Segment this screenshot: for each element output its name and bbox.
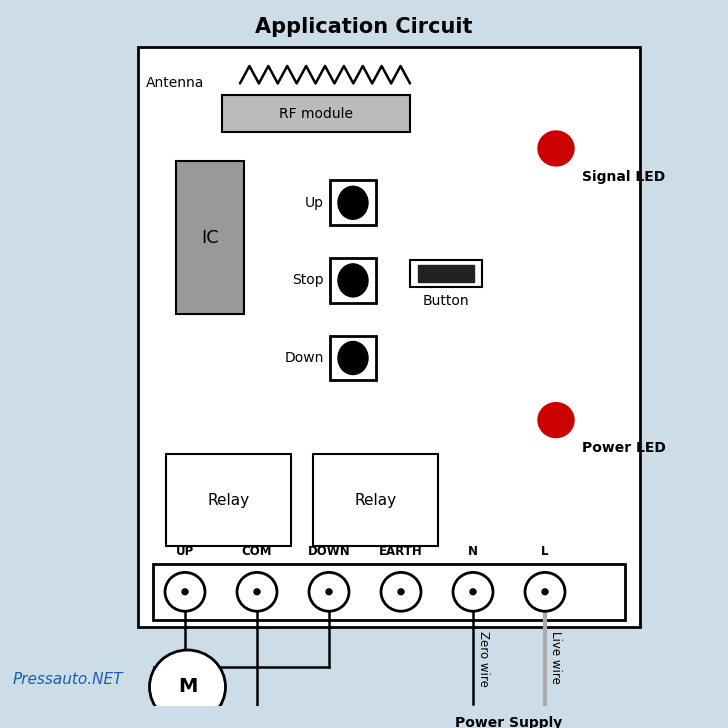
Bar bbox=[153, 563, 625, 620]
Bar bbox=[138, 47, 640, 627]
Circle shape bbox=[542, 589, 548, 595]
Ellipse shape bbox=[338, 186, 368, 219]
Text: Relay: Relay bbox=[355, 493, 397, 507]
Circle shape bbox=[525, 572, 565, 612]
Ellipse shape bbox=[338, 341, 368, 374]
Circle shape bbox=[398, 589, 404, 595]
Text: Power Supply: Power Supply bbox=[456, 716, 563, 728]
Circle shape bbox=[237, 572, 277, 612]
Text: UP: UP bbox=[176, 545, 194, 558]
Bar bbox=[330, 258, 376, 303]
Circle shape bbox=[254, 589, 260, 595]
Text: Antenna: Antenna bbox=[146, 76, 205, 90]
Text: Application Circuit: Application Circuit bbox=[256, 17, 472, 37]
Text: N: N bbox=[468, 545, 478, 558]
Bar bbox=[330, 181, 376, 225]
Circle shape bbox=[453, 572, 493, 612]
Circle shape bbox=[538, 403, 574, 438]
Text: Power LED: Power LED bbox=[582, 441, 666, 456]
Text: Down: Down bbox=[285, 351, 324, 365]
Text: DOWN: DOWN bbox=[308, 545, 350, 558]
Text: EARTH: EARTH bbox=[379, 545, 423, 558]
Ellipse shape bbox=[338, 264, 368, 297]
Text: Zero wire: Zero wire bbox=[477, 630, 490, 687]
Text: Button: Button bbox=[423, 294, 470, 308]
Bar bbox=[418, 265, 474, 282]
Text: Signal LED: Signal LED bbox=[582, 170, 665, 183]
Text: COM: COM bbox=[242, 545, 272, 558]
Circle shape bbox=[149, 650, 226, 724]
Text: IC: IC bbox=[201, 229, 219, 247]
Text: Pressauto.NET: Pressauto.NET bbox=[13, 672, 124, 687]
Circle shape bbox=[381, 572, 421, 612]
Bar bbox=[410, 260, 482, 287]
Bar bbox=[166, 454, 291, 546]
Bar bbox=[176, 161, 244, 314]
Text: Live wire: Live wire bbox=[549, 630, 562, 684]
Text: Relay: Relay bbox=[207, 493, 250, 507]
Circle shape bbox=[326, 589, 332, 595]
Bar bbox=[330, 336, 376, 380]
Circle shape bbox=[470, 589, 476, 595]
Text: RF module: RF module bbox=[279, 106, 353, 121]
Text: L: L bbox=[541, 545, 549, 558]
Circle shape bbox=[309, 572, 349, 612]
Circle shape bbox=[165, 572, 205, 612]
Circle shape bbox=[538, 131, 574, 166]
Bar bbox=[222, 95, 410, 132]
Text: Up: Up bbox=[305, 196, 324, 210]
Text: M: M bbox=[178, 677, 197, 697]
Bar bbox=[313, 454, 438, 546]
Circle shape bbox=[182, 589, 188, 595]
Text: Stop: Stop bbox=[293, 274, 324, 288]
